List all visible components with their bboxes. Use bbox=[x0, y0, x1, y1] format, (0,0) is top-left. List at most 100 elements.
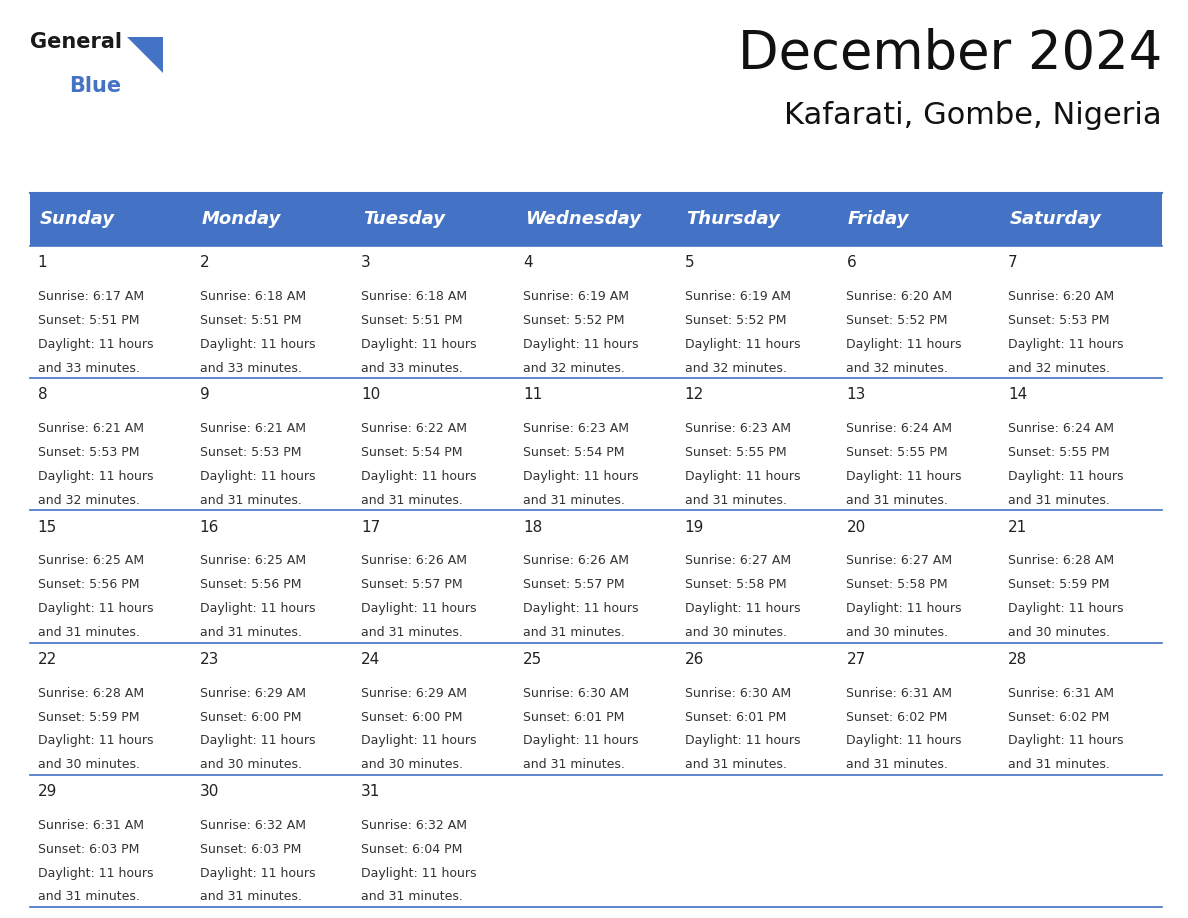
Text: and 30 minutes.: and 30 minutes. bbox=[200, 758, 302, 771]
Text: Daylight: 11 hours: Daylight: 11 hours bbox=[361, 602, 476, 615]
Text: Sunset: 5:51 PM: Sunset: 5:51 PM bbox=[38, 314, 139, 327]
Text: 30: 30 bbox=[200, 784, 219, 799]
Text: and 31 minutes.: and 31 minutes. bbox=[523, 758, 625, 771]
Text: Sunrise: 6:18 AM: Sunrise: 6:18 AM bbox=[200, 290, 305, 303]
Text: Kafarati, Gombe, Nigeria: Kafarati, Gombe, Nigeria bbox=[784, 101, 1162, 130]
Text: 18: 18 bbox=[523, 520, 542, 534]
Text: Sunrise: 6:25 AM: Sunrise: 6:25 AM bbox=[38, 554, 144, 567]
Text: Sunset: 5:54 PM: Sunset: 5:54 PM bbox=[523, 446, 625, 459]
Text: Sunrise: 6:25 AM: Sunrise: 6:25 AM bbox=[200, 554, 305, 567]
Text: Sunrise: 6:29 AM: Sunrise: 6:29 AM bbox=[200, 687, 305, 700]
Text: Sunset: 6:00 PM: Sunset: 6:00 PM bbox=[200, 711, 301, 723]
Text: 9: 9 bbox=[200, 387, 209, 402]
Text: and 31 minutes.: and 31 minutes. bbox=[361, 494, 463, 507]
Text: Sunrise: 6:24 AM: Sunrise: 6:24 AM bbox=[1009, 422, 1114, 435]
Text: December 2024: December 2024 bbox=[738, 28, 1162, 80]
Text: and 31 minutes.: and 31 minutes. bbox=[523, 494, 625, 507]
Text: Sunset: 6:02 PM: Sunset: 6:02 PM bbox=[1009, 711, 1110, 723]
Text: Tuesday: Tuesday bbox=[362, 210, 444, 229]
Text: 25: 25 bbox=[523, 652, 542, 666]
Text: Sunrise: 6:29 AM: Sunrise: 6:29 AM bbox=[361, 687, 467, 700]
Text: General: General bbox=[30, 32, 121, 52]
Text: Daylight: 11 hours: Daylight: 11 hours bbox=[684, 338, 801, 351]
Text: and 30 minutes.: and 30 minutes. bbox=[684, 626, 786, 639]
Text: Sunset: 5:52 PM: Sunset: 5:52 PM bbox=[684, 314, 786, 327]
Text: Sunset: 5:55 PM: Sunset: 5:55 PM bbox=[847, 446, 948, 459]
Text: and 33 minutes.: and 33 minutes. bbox=[200, 362, 302, 375]
Text: 3: 3 bbox=[361, 255, 371, 270]
Text: and 32 minutes.: and 32 minutes. bbox=[523, 362, 625, 375]
Text: and 31 minutes.: and 31 minutes. bbox=[200, 626, 302, 639]
Text: Sunset: 5:58 PM: Sunset: 5:58 PM bbox=[847, 578, 948, 591]
Text: Sunrise: 6:31 AM: Sunrise: 6:31 AM bbox=[38, 819, 144, 832]
Text: Sunrise: 6:23 AM: Sunrise: 6:23 AM bbox=[523, 422, 628, 435]
Text: Daylight: 11 hours: Daylight: 11 hours bbox=[200, 602, 315, 615]
Text: Sunset: 5:58 PM: Sunset: 5:58 PM bbox=[684, 578, 786, 591]
Text: Daylight: 11 hours: Daylight: 11 hours bbox=[847, 734, 962, 747]
Text: Thursday: Thursday bbox=[687, 210, 781, 229]
Text: Sunset: 5:55 PM: Sunset: 5:55 PM bbox=[1009, 446, 1110, 459]
Text: and 31 minutes.: and 31 minutes. bbox=[684, 494, 786, 507]
Text: 6: 6 bbox=[847, 255, 857, 270]
Text: and 31 minutes.: and 31 minutes. bbox=[38, 890, 140, 903]
Text: Daylight: 11 hours: Daylight: 11 hours bbox=[684, 734, 801, 747]
Text: Daylight: 11 hours: Daylight: 11 hours bbox=[38, 470, 153, 483]
Text: Sunrise: 6:26 AM: Sunrise: 6:26 AM bbox=[361, 554, 467, 567]
Text: Daylight: 11 hours: Daylight: 11 hours bbox=[361, 867, 476, 879]
Text: Sunset: 6:00 PM: Sunset: 6:00 PM bbox=[361, 711, 463, 723]
Text: Sunrise: 6:22 AM: Sunrise: 6:22 AM bbox=[361, 422, 467, 435]
Text: Sunrise: 6:30 AM: Sunrise: 6:30 AM bbox=[684, 687, 791, 700]
Text: and 31 minutes.: and 31 minutes. bbox=[523, 626, 625, 639]
Text: Daylight: 11 hours: Daylight: 11 hours bbox=[200, 867, 315, 879]
Text: Sunset: 5:52 PM: Sunset: 5:52 PM bbox=[847, 314, 948, 327]
Text: and 31 minutes.: and 31 minutes. bbox=[1009, 494, 1110, 507]
Text: Daylight: 11 hours: Daylight: 11 hours bbox=[684, 470, 801, 483]
Text: Sunday: Sunday bbox=[39, 210, 114, 229]
Text: Saturday: Saturday bbox=[1010, 210, 1101, 229]
Text: 28: 28 bbox=[1009, 652, 1028, 666]
Text: Daylight: 11 hours: Daylight: 11 hours bbox=[38, 338, 153, 351]
Text: and 31 minutes.: and 31 minutes. bbox=[1009, 758, 1110, 771]
Text: Sunset: 5:54 PM: Sunset: 5:54 PM bbox=[361, 446, 463, 459]
Text: and 31 minutes.: and 31 minutes. bbox=[361, 626, 463, 639]
Text: and 30 minutes.: and 30 minutes. bbox=[361, 758, 463, 771]
Text: and 31 minutes.: and 31 minutes. bbox=[684, 758, 786, 771]
Text: 22: 22 bbox=[38, 652, 57, 666]
Text: Sunset: 5:55 PM: Sunset: 5:55 PM bbox=[684, 446, 786, 459]
Text: Sunset: 5:51 PM: Sunset: 5:51 PM bbox=[200, 314, 301, 327]
Text: Sunset: 5:52 PM: Sunset: 5:52 PM bbox=[523, 314, 625, 327]
Text: Daylight: 11 hours: Daylight: 11 hours bbox=[1009, 338, 1124, 351]
Text: Sunset: 6:03 PM: Sunset: 6:03 PM bbox=[200, 843, 301, 856]
Text: 11: 11 bbox=[523, 387, 542, 402]
Text: Sunrise: 6:18 AM: Sunrise: 6:18 AM bbox=[361, 290, 467, 303]
Text: 12: 12 bbox=[684, 387, 704, 402]
Text: Sunset: 6:01 PM: Sunset: 6:01 PM bbox=[523, 711, 625, 723]
Text: Daylight: 11 hours: Daylight: 11 hours bbox=[200, 338, 315, 351]
Text: and 33 minutes.: and 33 minutes. bbox=[361, 362, 463, 375]
Text: and 31 minutes.: and 31 minutes. bbox=[847, 494, 948, 507]
Text: Wednesday: Wednesday bbox=[525, 210, 640, 229]
Bar bbox=[353, 193, 514, 246]
Text: Sunrise: 6:32 AM: Sunrise: 6:32 AM bbox=[200, 819, 305, 832]
Text: Daylight: 11 hours: Daylight: 11 hours bbox=[38, 602, 153, 615]
Text: 24: 24 bbox=[361, 652, 380, 666]
Text: 8: 8 bbox=[38, 387, 48, 402]
Bar bbox=[839, 193, 1000, 246]
Text: Sunset: 5:59 PM: Sunset: 5:59 PM bbox=[38, 711, 139, 723]
Text: and 33 minutes.: and 33 minutes. bbox=[38, 362, 140, 375]
Text: 17: 17 bbox=[361, 520, 380, 534]
Text: Sunrise: 6:27 AM: Sunrise: 6:27 AM bbox=[684, 554, 791, 567]
Text: and 32 minutes.: and 32 minutes. bbox=[847, 362, 948, 375]
Text: 5: 5 bbox=[684, 255, 694, 270]
Text: Sunset: 5:56 PM: Sunset: 5:56 PM bbox=[38, 578, 139, 591]
Text: Sunset: 6:02 PM: Sunset: 6:02 PM bbox=[847, 711, 948, 723]
Text: Sunset: 5:53 PM: Sunset: 5:53 PM bbox=[1009, 314, 1110, 327]
Text: Sunset: 5:57 PM: Sunset: 5:57 PM bbox=[523, 578, 625, 591]
Text: 27: 27 bbox=[847, 652, 866, 666]
Text: Sunrise: 6:30 AM: Sunrise: 6:30 AM bbox=[523, 687, 630, 700]
Text: Sunrise: 6:21 AM: Sunrise: 6:21 AM bbox=[38, 422, 144, 435]
Text: Daylight: 11 hours: Daylight: 11 hours bbox=[847, 470, 962, 483]
Text: Daylight: 11 hours: Daylight: 11 hours bbox=[1009, 602, 1124, 615]
Text: Sunset: 5:53 PM: Sunset: 5:53 PM bbox=[38, 446, 139, 459]
Text: Daylight: 11 hours: Daylight: 11 hours bbox=[523, 734, 638, 747]
